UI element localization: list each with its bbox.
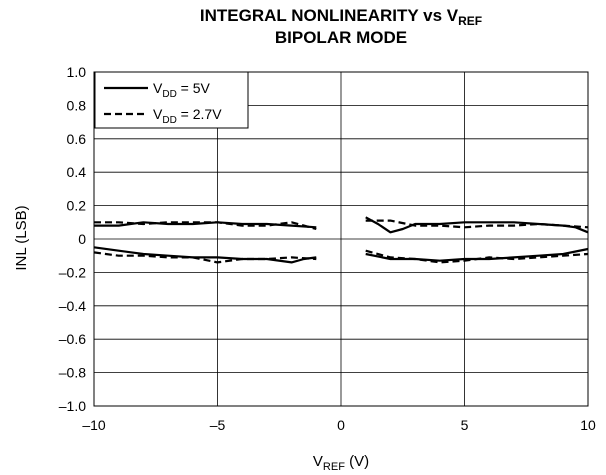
series-line-vdd-2-7v	[94, 221, 317, 231]
series-layer	[93, 216, 589, 264]
y-tick-label: 0.2	[67, 198, 87, 214]
y-axis-label: INL (LSB)	[13, 205, 30, 270]
legend-label-vdd-2-7v: VDD = 2.7V	[153, 106, 222, 126]
legend-box	[94, 71, 249, 129]
y-tick-label: –0.2	[59, 264, 86, 280]
x-tick-label: 5	[461, 417, 469, 433]
y-tick-label: 0	[78, 231, 86, 247]
x-tick-label: –5	[210, 417, 226, 433]
y-tick-label: 0.8	[67, 97, 87, 113]
chart-title-line2: BIPOLAR MODE	[275, 28, 407, 47]
y-axis-ticks: 1.0 0.8 0.6 0.4 0.2 0 –0.2 –0.4 –0.6 –0.8 –1.0	[59, 64, 86, 414]
x-tick-label: –10	[82, 417, 106, 433]
x-tick-label: 0	[337, 417, 345, 433]
x-axis-label: VREF (V)	[313, 453, 369, 473]
series-line-vdd-2-7v	[93, 251, 317, 264]
y-tick-label: –1.0	[59, 398, 86, 414]
plot-area-border	[93, 71, 589, 407]
chart-title-line1: INTEGRAL NONLINEARITY vs VREF	[200, 6, 482, 28]
x-axis-ticks: –10 –5 0 5 10	[82, 417, 596, 433]
x-tick-label: 10	[580, 417, 596, 433]
y-tick-label: 0.4	[67, 164, 87, 180]
y-tick-label: 0.6	[67, 131, 87, 147]
y-tick-label: 1.0	[67, 64, 87, 80]
y-tick-label: –0.8	[59, 365, 86, 381]
legend-label-vdd-5v: VDD = 5V	[153, 80, 211, 100]
chart-title: INTEGRAL NONLINEARITY vs VREF BIPOLAR MO…	[200, 6, 482, 47]
y-tick-label: –0.6	[59, 331, 86, 347]
legend: VDD = 5V VDD = 2.7V	[94, 71, 249, 129]
series-line-vdd-2-7v	[365, 249, 589, 264]
y-tick-label: –0.4	[59, 298, 86, 314]
series-line-vdd-2-7v	[365, 219, 589, 229]
series-line-vdd-5v	[93, 246, 317, 264]
